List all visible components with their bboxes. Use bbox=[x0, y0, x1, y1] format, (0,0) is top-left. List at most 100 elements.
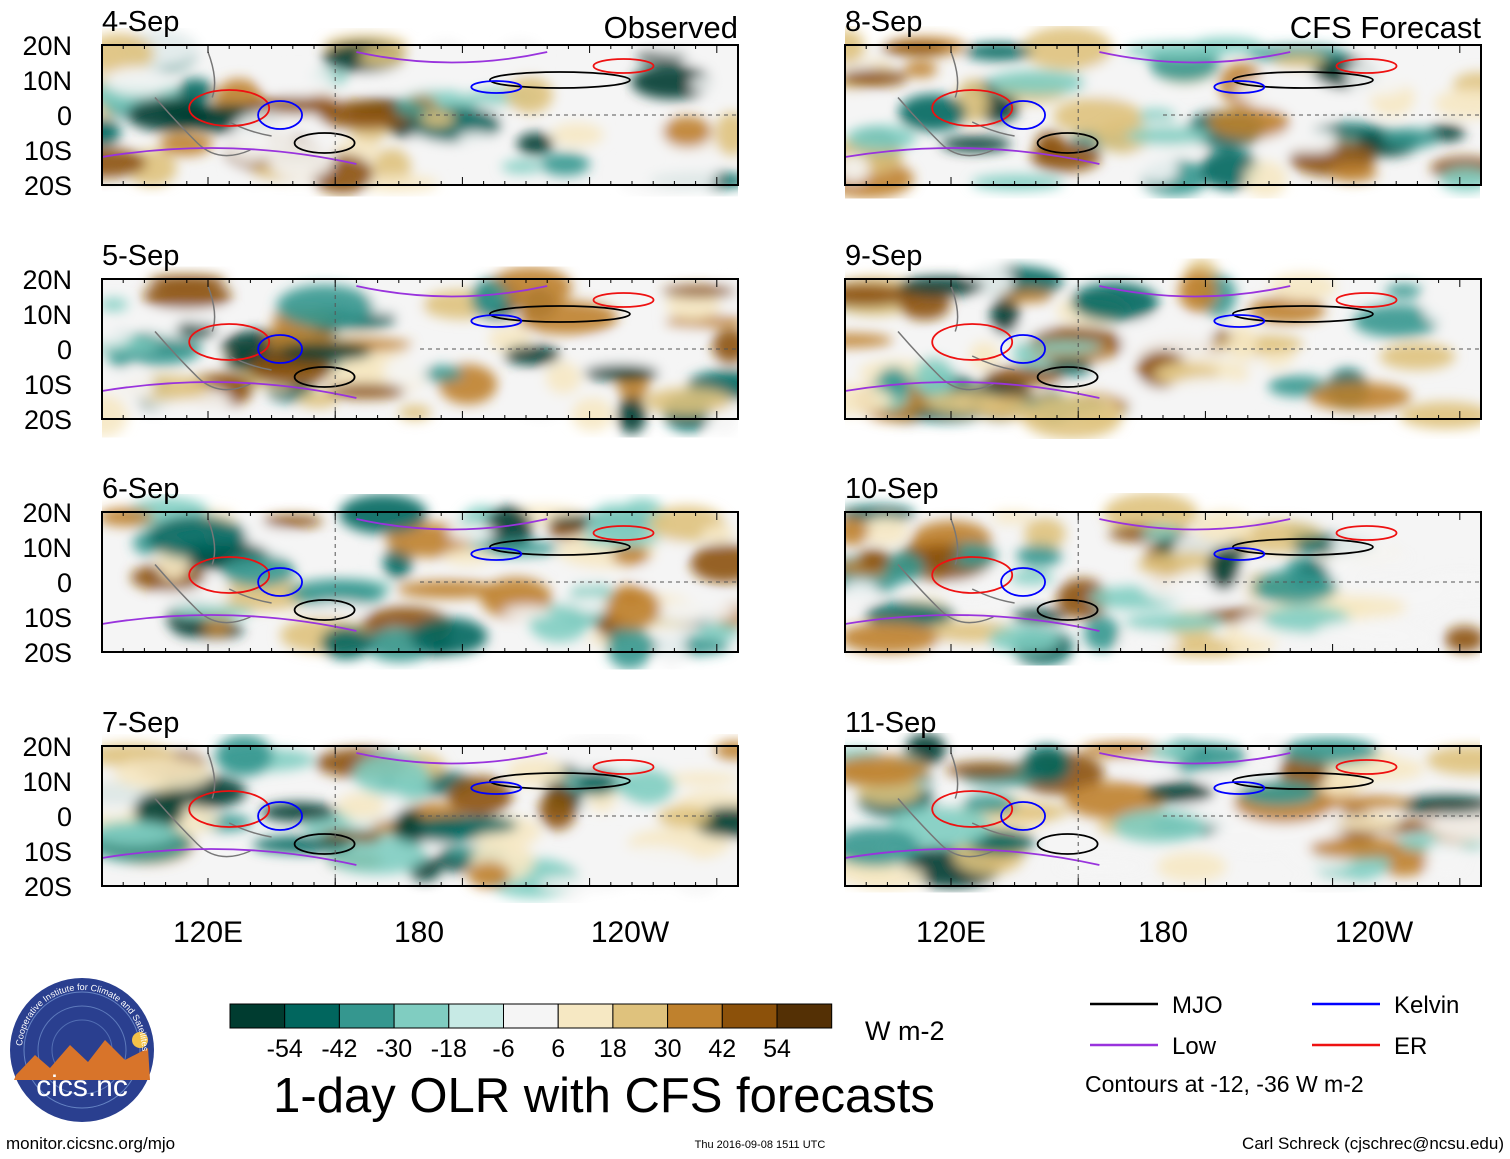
y-tick-label: 10S bbox=[24, 837, 72, 867]
colorbar: -54 -42 -30 -18 -6 6 18 30 42 54 bbox=[229, 1003, 833, 1063]
panel-11-Sep: 11-Sep bbox=[844, 707, 1482, 893]
mjo-contour bbox=[1232, 305, 1374, 323]
low-contour bbox=[844, 848, 1100, 866]
panel-8-Sep: 8-Sep CFS Forecast bbox=[844, 6, 1482, 199]
mjo-contour bbox=[489, 772, 631, 790]
legend-label: MJO bbox=[1172, 992, 1223, 1019]
mjo-contour bbox=[293, 833, 356, 855]
kelvin-contour bbox=[470, 314, 523, 328]
mjo-contour bbox=[1232, 71, 1374, 89]
colorbar-label: -6 bbox=[492, 1035, 514, 1063]
y-tick-label: 0 bbox=[57, 568, 72, 598]
x-tick-label: 120E bbox=[916, 916, 986, 949]
colorbar-swatch bbox=[557, 1003, 614, 1029]
kelvin-contour bbox=[257, 567, 303, 597]
low-contour bbox=[356, 752, 548, 765]
y-tick-label: 20N bbox=[22, 31, 72, 61]
kelvin-contour bbox=[1000, 801, 1046, 831]
colorbar-swatch bbox=[229, 1003, 286, 1029]
cics-logo: Cooperative Institute for Climate and Sa… bbox=[10, 978, 154, 1122]
y-tick-label: 10S bbox=[24, 370, 72, 400]
y-tick-label: 20N bbox=[22, 498, 72, 528]
y-tick-label: 20S bbox=[24, 638, 72, 668]
low-contour bbox=[101, 848, 357, 866]
legend-label: Low bbox=[1172, 1033, 1217, 1060]
y-tick-label: 10S bbox=[24, 136, 72, 166]
low-contour bbox=[101, 614, 357, 632]
er-contour bbox=[188, 556, 271, 594]
y-tick-label: 20N bbox=[22, 732, 72, 762]
legend-label: Kelvin bbox=[1394, 992, 1459, 1019]
coastlines bbox=[154, 285, 272, 391]
y-tick-label: 10N bbox=[22, 66, 72, 96]
kelvin-contour bbox=[257, 801, 303, 831]
low-contour bbox=[1099, 752, 1291, 765]
colorbar-label: -54 bbox=[267, 1035, 303, 1063]
panel-date: 11-Sep bbox=[845, 707, 936, 739]
mjo-contour bbox=[1036, 366, 1099, 388]
low-contour bbox=[1099, 285, 1291, 298]
wave-contours bbox=[101, 752, 655, 866]
colorbar-swatch bbox=[338, 1003, 395, 1029]
panel-9-Sep: 9-Sep bbox=[844, 240, 1482, 439]
panel-date: 4-Sep bbox=[102, 6, 179, 38]
kelvin-contour bbox=[470, 80, 523, 94]
x-axis-labels-right: 120E 180 120W bbox=[916, 916, 1414, 949]
y-tick-label: 10N bbox=[22, 533, 72, 563]
mjo-contour bbox=[1036, 833, 1099, 855]
kelvin-contour bbox=[1213, 781, 1266, 795]
er-contour bbox=[592, 525, 655, 541]
mjo-contour bbox=[1232, 772, 1374, 790]
er-contour bbox=[931, 790, 1014, 828]
coastlines bbox=[897, 285, 1015, 391]
panel-date: 7-Sep bbox=[102, 707, 179, 739]
coastlines bbox=[154, 518, 272, 624]
panel-4-Sep: 4-Sep 20N 10N 0 10S 20S Observed bbox=[22, 6, 739, 201]
x-tick-label: 120W bbox=[1335, 916, 1414, 949]
coastlines bbox=[897, 752, 1015, 858]
logo-wordmark: cics.nc bbox=[36, 1070, 128, 1103]
wave-contours bbox=[844, 752, 1398, 866]
wave-contours bbox=[844, 51, 1398, 165]
low-contour bbox=[844, 614, 1100, 632]
x-axis-labels-left: 120E 180 120W bbox=[173, 916, 670, 949]
er-contour bbox=[592, 759, 655, 775]
contour-note: Contours at -12, -36 W m-2 bbox=[1085, 1071, 1364, 1097]
low-contour bbox=[844, 147, 1100, 165]
colorbar-label: -18 bbox=[431, 1035, 467, 1063]
coastlines bbox=[897, 518, 1015, 624]
mjo-contour bbox=[489, 71, 631, 89]
kelvin-contour bbox=[1213, 314, 1266, 328]
kelvin-contour bbox=[257, 334, 303, 364]
coastlines bbox=[154, 752, 272, 858]
er-contour bbox=[188, 323, 271, 361]
colorbar-label: 18 bbox=[599, 1035, 627, 1063]
panel-7-Sep: 7-Sep 20N 10N 0 10S 20S bbox=[22, 707, 739, 903]
low-contour bbox=[1099, 518, 1291, 531]
colorbar-label: -42 bbox=[321, 1035, 357, 1063]
mjo-contour bbox=[293, 132, 356, 154]
colorbar-swatch bbox=[448, 1003, 504, 1029]
x-tick-label: 180 bbox=[1138, 916, 1188, 949]
x-tick-label: 180 bbox=[394, 916, 444, 949]
low-contour bbox=[101, 381, 357, 399]
colorbar-label: 54 bbox=[763, 1035, 791, 1063]
low-contour bbox=[101, 147, 357, 165]
kelvin-contour bbox=[470, 547, 523, 561]
y-tick-label: 0 bbox=[57, 101, 72, 131]
y-tick-label: 20N bbox=[22, 265, 72, 295]
er-contour bbox=[1335, 525, 1398, 541]
wave-contours bbox=[101, 285, 655, 399]
legend-label: ER bbox=[1394, 1033, 1427, 1060]
er-contour bbox=[931, 556, 1014, 594]
wave-contours bbox=[101, 518, 655, 632]
contour-legend: MJO Kelvin Low ER bbox=[1090, 992, 1459, 1060]
figure-title: 1-day OLR with CFS forecasts bbox=[273, 1069, 935, 1123]
panel-5-Sep: 5-Sep 20N 10N 0 10S 20S bbox=[22, 240, 739, 438]
y-tick-label: 10N bbox=[22, 300, 72, 330]
y-tick-label: 10S bbox=[24, 603, 72, 633]
footer-timestamp: Thu 2016-09-08 1511 UTC bbox=[695, 1139, 826, 1151]
colorbar-label: 30 bbox=[654, 1035, 682, 1063]
er-contour bbox=[592, 292, 655, 308]
